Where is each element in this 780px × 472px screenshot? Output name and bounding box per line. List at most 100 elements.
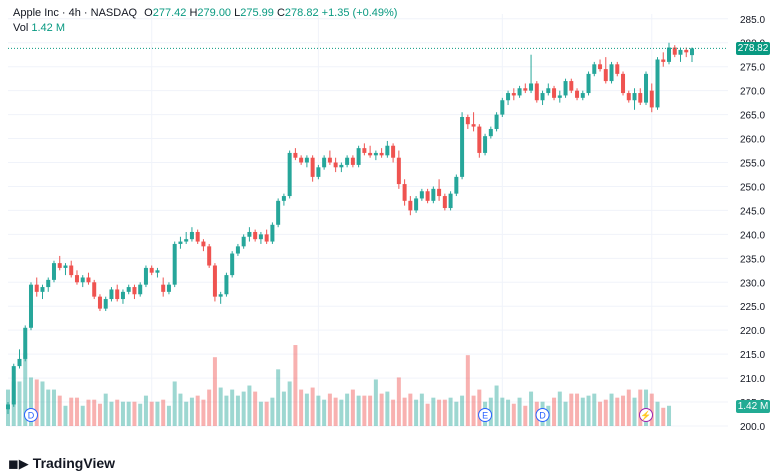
earnings-icon[interactable]: E [478,408,493,422]
candle-body [270,224,275,242]
candle-body [57,263,62,268]
candle [293,148,298,161]
candle-body [247,231,252,237]
candle [143,265,148,288]
candle [178,236,183,249]
volume-bar [207,389,212,426]
candle-body [563,81,568,96]
volume-bar [201,399,206,426]
candle [218,291,223,304]
volume-bar [293,345,298,426]
price-tick-label: 245.0 [740,206,765,217]
candle [28,282,33,331]
candle [534,81,539,103]
earnings-icon-label: E [482,411,488,421]
tradingview-brand[interactable]: ◼▶ TradingView [8,455,115,472]
candle-body [546,88,551,94]
candle-body [356,148,361,165]
candle [40,284,45,300]
candle-body [258,234,263,240]
volume-bar [500,397,505,426]
volume-bar [615,397,620,426]
volume-bar [247,385,252,426]
candle [241,234,246,249]
candle [69,260,74,278]
candle-body [534,83,539,101]
candle [506,90,511,106]
volume-bar [40,381,45,426]
volume-bar [189,397,194,426]
candle [431,186,436,204]
volume-bar [437,399,442,426]
event-markers[interactable]: D E D ⚡ [23,408,654,422]
candle-body [345,157,350,165]
candle [86,272,91,285]
candle [621,71,626,96]
candlestick-chart[interactable]: 285.0280.0275.0270.0265.0260.0255.0250.0… [0,0,780,430]
volume-bar [454,401,459,426]
candle-body [172,243,177,285]
volume-bar [322,399,327,426]
candle-body [586,73,591,94]
volume-bar [575,393,580,426]
candle-body [195,231,200,242]
volume-bar [166,405,171,426]
volume-bar [391,399,396,426]
dividend-icon[interactable]: D [535,408,550,422]
volume-bar [276,369,281,426]
volume-bar [34,379,39,426]
candle-body [465,117,470,125]
low-value: 275.99 [240,7,274,19]
candle [166,282,171,295]
lightning-icon[interactable]: ⚡ [639,408,654,422]
candle-body [339,164,344,168]
volume-bar [270,397,275,426]
candle [523,83,528,94]
volume-bar [253,391,258,426]
volume-bar [368,395,373,426]
candle-body [419,191,424,199]
candle-body [23,327,28,359]
candle [690,47,694,62]
dividend-icon-circle [535,408,550,422]
volume-bar [609,393,614,426]
candle [161,277,166,297]
lightning-icon-circle [639,408,654,422]
candle-body [678,49,683,55]
dividend-icon[interactable]: D [23,408,38,422]
candle [511,88,516,101]
candle [230,251,235,278]
candle [437,179,442,201]
candle-body [74,275,79,283]
candle-body [86,277,91,283]
volume-bar [23,353,28,426]
price-axis[interactable]: 285.0280.0275.0270.0265.0260.0255.0250.0… [740,15,765,430]
volume-bar [92,399,97,426]
volume-label[interactable]: Vol [13,22,29,34]
candle [57,255,62,271]
candle [402,179,407,206]
volume-bar [63,405,68,426]
volume-bar [632,397,637,426]
candle [207,243,212,268]
symbol-title[interactable]: Apple Inc · 4h · NASDAQ [13,7,138,19]
candle [356,145,361,168]
volume-bar [161,399,166,426]
price-tick-label: 265.0 [740,111,765,122]
volume-bar [80,405,85,426]
earnings-icon-circle [478,408,493,422]
candle [529,54,534,94]
candle-body [448,193,453,209]
candle [684,47,689,58]
candle-body [126,287,131,292]
candle-body [592,64,597,74]
candle [103,296,108,312]
candle-body [598,64,603,70]
volume-bar [477,389,482,426]
candle [655,57,660,110]
candle [149,265,154,276]
candle-body [540,93,545,101]
volume-bar [517,397,522,426]
candle [270,222,275,244]
candle [592,61,597,77]
